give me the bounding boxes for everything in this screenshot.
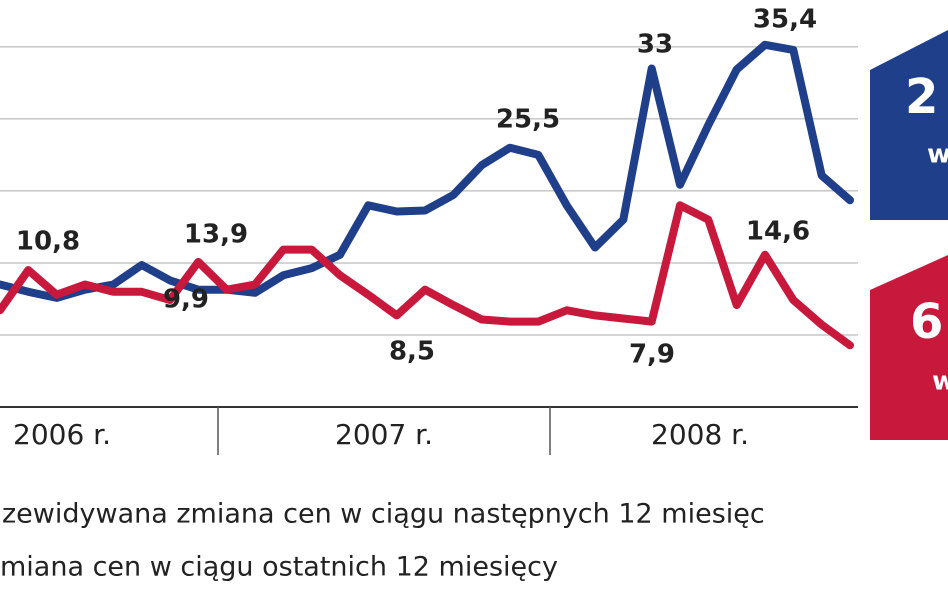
- year-label: 2008 r.: [651, 418, 749, 451]
- line-series: [0, 40, 854, 302]
- badge-red: [870, 255, 948, 440]
- badge-blue: [870, 30, 948, 220]
- annotation: 7,9: [629, 340, 675, 370]
- annotation: 13,9: [184, 220, 248, 250]
- year-label: 2006 r.: [13, 418, 111, 451]
- year-label: 2007 r.: [335, 418, 433, 451]
- badge-value: 6: [910, 294, 943, 350]
- annotation: 35,4: [753, 5, 817, 35]
- legend-text: miana cen w ciągu ostatnich 12 miesięcy: [0, 552, 558, 583]
- annotation: 25,5: [496, 105, 560, 135]
- line-series: [0, 201, 854, 350]
- badge-value: 2: [905, 69, 938, 125]
- badge-unit: w: [932, 367, 948, 397]
- annotation: 14,6: [746, 217, 810, 247]
- legend-text: zewidywana zmiana cen w ciągu następnych…: [2, 499, 765, 530]
- annotation: 33: [637, 30, 673, 60]
- badge-unit: w: [927, 140, 948, 170]
- annotation: 10,8: [16, 227, 80, 257]
- annotation: 8,5: [389, 337, 435, 367]
- annotation: 9,9: [163, 285, 209, 315]
